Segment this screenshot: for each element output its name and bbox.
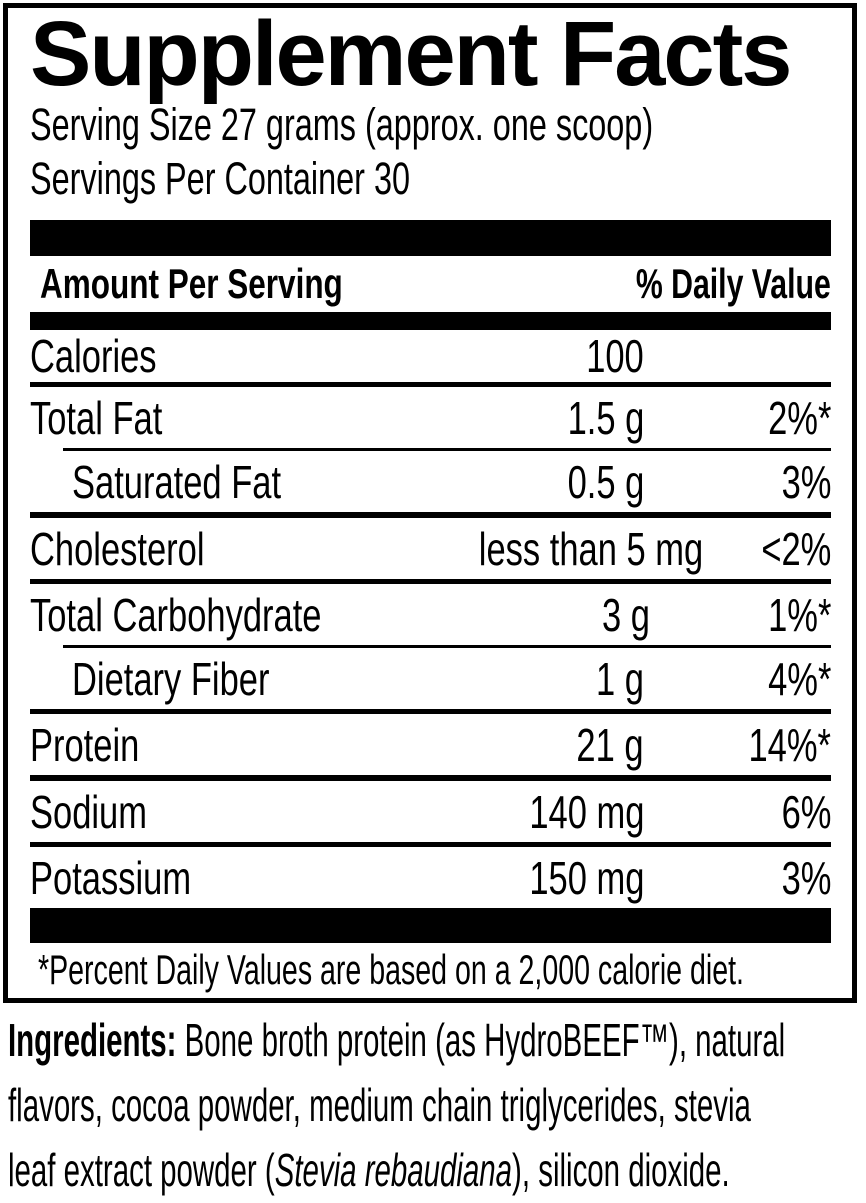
serving-size-text: Serving Size 27 grams (approx. one scoop… xyxy=(30,99,654,150)
separator xyxy=(30,382,831,387)
amount-per-serving-label: Amount Per Serving xyxy=(40,260,343,307)
nutrient-amount: 150 mg xyxy=(404,851,644,905)
separator-indented xyxy=(63,645,831,648)
nutrient-dv-text: <2% xyxy=(760,522,831,575)
ingredients-line: flavors, cocoa powder, medium chain trig… xyxy=(8,1073,751,1138)
thick-divider-bar-top xyxy=(30,220,831,256)
nutrient-label: Total Carbohydrate xyxy=(30,588,419,642)
row-dietary-fiber: Dietary Fiber 1 g 4%* xyxy=(30,648,831,709)
ingredients-segment: ), silicon dioxide. xyxy=(512,1144,730,1196)
nutrient-label-text: Total Carbohydrate xyxy=(30,588,322,641)
nutrient-amount-text: 21 g xyxy=(576,718,644,771)
separator xyxy=(30,709,831,714)
nutrient-label: Protein xyxy=(30,718,404,772)
amount-per-serving-header: Amount Per Serving xyxy=(30,260,560,308)
ingredients-segment: leaf extract powder ( xyxy=(8,1144,275,1196)
row-total-carbohydrate: Total Carbohydrate 3 g 1%* xyxy=(30,584,831,645)
separator-indented xyxy=(63,448,831,451)
servings-per-container-line: Servings Per Container 30 xyxy=(30,152,831,206)
thick-divider-bar-bottom xyxy=(30,908,831,943)
nutrient-dv-text: 2%* xyxy=(767,391,831,444)
nutrient-label: Potassium xyxy=(30,851,404,905)
nutrient-amount: 21 g xyxy=(404,718,644,772)
separator xyxy=(30,775,831,781)
supplement-facts-panel: Supplement Facts Serving Size 27 grams (… xyxy=(3,3,857,1003)
nutrient-label-text: Protein xyxy=(30,718,140,771)
row-potassium: Potassium 150 mg 3% xyxy=(30,847,831,908)
nutrient-amount: 1.5 g xyxy=(404,391,644,445)
nutrient-dv: 6% xyxy=(644,785,831,839)
nutrient-label-text: Dietary Fiber xyxy=(72,652,270,705)
ingredients-segment: Ingredients: xyxy=(8,1014,185,1066)
row-calories: Calories 100 xyxy=(30,330,831,382)
row-total-fat: Total Fat 1.5 g 2%* xyxy=(30,387,831,448)
daily-value-footnote-text: *Percent Daily Values are based on a 2,0… xyxy=(38,946,744,993)
nutrient-dv xyxy=(644,329,831,383)
nutrient-label-text: Potassium xyxy=(30,851,192,904)
nutrient-label-text: Total Fat xyxy=(30,391,163,444)
row-protein: Protein 21 g 14%* xyxy=(30,714,831,775)
nutrient-amount-text: 140 mg xyxy=(528,785,644,838)
row-cholesterol: Cholesterol less than 5 mg <2% xyxy=(30,518,831,579)
nutrient-label: Dietary Fiber xyxy=(30,652,404,706)
nutrient-amount: 0.5 g xyxy=(404,455,644,509)
nutrient-dv: 1%* xyxy=(650,588,831,642)
ingredients-segment: flavors, cocoa powder, medium chain trig… xyxy=(8,1079,751,1131)
nutrient-amount-text: 1.5 g xyxy=(567,391,644,444)
nutrient-amount-text: 1 g xyxy=(596,652,644,705)
nutrient-label: Sodium xyxy=(30,785,404,839)
nutrient-amount: 3 g xyxy=(419,588,651,642)
row-sodium: Sodium 140 mg 6% xyxy=(30,781,831,842)
nutrient-dv: 14%* xyxy=(644,718,831,772)
nutrient-dv: 3% xyxy=(644,455,831,509)
nutrient-label-text: Sodium xyxy=(30,785,147,838)
nutrient-amount: less than 5 mg xyxy=(404,522,703,576)
nutrient-dv: 3% xyxy=(644,851,831,905)
nutrient-dv-text: 1%* xyxy=(767,588,831,641)
table-header-row: Amount Per Serving % Daily Value xyxy=(30,256,831,312)
separator xyxy=(30,842,831,847)
nutrient-dv-text: 14%* xyxy=(748,718,831,771)
ingredients-segment: Stevia rebaudiana xyxy=(274,1144,513,1196)
nutrient-dv: 4%* xyxy=(644,652,831,706)
separator xyxy=(30,512,831,518)
ingredients-text: Ingredients: Bone broth protein (as Hydr… xyxy=(8,1008,864,1203)
nutrient-amount-text: 0.5 g xyxy=(567,455,644,508)
nutrient-label: Calories xyxy=(30,329,404,383)
nutrient-dv-text: 3% xyxy=(781,455,831,508)
nutrient-label-text: Cholesterol xyxy=(30,522,205,575)
nutrient-dv: <2% xyxy=(644,522,831,576)
nutrient-label: Total Fat xyxy=(30,391,404,445)
panel-inner: Supplement Facts Serving Size 27 grams (… xyxy=(8,3,852,997)
separator xyxy=(30,579,831,584)
nutrient-amount-text: 100 xyxy=(586,330,644,382)
serving-size-line: Serving Size 27 grams (approx. one scoop… xyxy=(30,98,831,152)
ingredients-line: Ingredients: Bone broth protein (as Hydr… xyxy=(8,1008,785,1073)
nutrient-label-text: Calories xyxy=(30,330,157,382)
nutrient-amount: 140 mg xyxy=(404,785,644,839)
daily-value-footnote: *Percent Daily Values are based on a 2,0… xyxy=(38,943,831,997)
nutrient-amount-text: 150 mg xyxy=(528,851,644,904)
nutrient-dv: 2%* xyxy=(644,391,831,445)
row-saturated-fat: Saturated Fat 0.5 g 3% xyxy=(30,451,831,512)
thin-divider-bar-header xyxy=(30,312,831,330)
nutrient-amount-text: 3 g xyxy=(602,588,651,641)
nutrient-label: Cholesterol xyxy=(30,522,404,576)
panel-title: Supplement Facts xyxy=(30,3,792,105)
daily-value-label: % Daily Value xyxy=(636,260,831,307)
servings-per-container-text: Servings Per Container 30 xyxy=(30,153,411,204)
nutrient-amount: 100 xyxy=(404,329,644,383)
daily-value-header: % Daily Value xyxy=(560,260,831,308)
ingredients-line: leaf extract powder (Stevia rebaudiana),… xyxy=(8,1138,730,1203)
nutrient-dv-text: 6% xyxy=(781,785,831,838)
nutrient-label: Saturated Fat xyxy=(30,455,404,509)
nutrient-dv-text: 3% xyxy=(781,851,831,904)
nutrient-amount-text: less than 5 mg xyxy=(478,522,704,575)
nutrient-label-text: Saturated Fat xyxy=(72,455,282,508)
nutrient-amount: 1 g xyxy=(404,652,644,706)
ingredients-section: Ingredients: Bone broth protein (as Hydr… xyxy=(8,1008,864,1203)
ingredients-segment: Bone broth protein (as HydroBEEF™), natu… xyxy=(184,1014,786,1066)
nutrient-dv-text: 4%* xyxy=(767,652,831,705)
